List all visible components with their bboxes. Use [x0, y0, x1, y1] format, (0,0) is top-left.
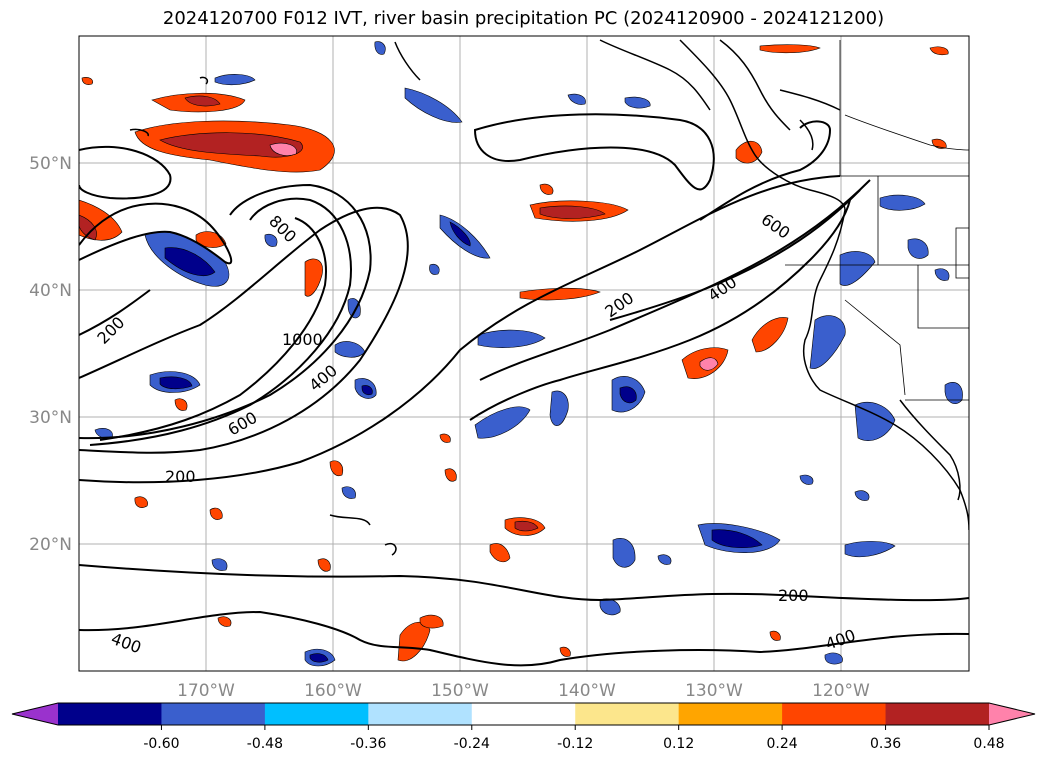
lat-tick-label: 30°N: [29, 408, 72, 428]
positive-precip-anomalies: [79, 44, 949, 662]
colorbar-segment: [471, 703, 576, 725]
colorbar-segment: [368, 703, 473, 725]
colorbar-tick-label: 0.48: [973, 736, 1004, 752]
lat-tick-label: 20°N: [29, 535, 72, 555]
lat-tick-label: 50°N: [29, 154, 72, 174]
colorbar-tick-label: -0.36: [350, 736, 386, 752]
negative-precip-anomalies: [94, 41, 963, 667]
colorbar-segment: [885, 703, 990, 725]
map-title: 2024120700 F012 IVT, river basin precipi…: [162, 8, 885, 29]
contour-label: 1000: [282, 330, 323, 349]
coastlines: [129, 39, 969, 556]
colorbar: -0.60 -0.48 -0.36 -0.24 -0.12 0.12 0.24 0.36 0.4…: [11, 702, 1036, 752]
latitude-tick-labels: 50°N 40°N 30°N 20°N: [29, 154, 72, 555]
political-borders: [785, 40, 969, 401]
map-frame: [78, 35, 970, 672]
colorbar-segment: [264, 703, 369, 725]
colorbar-segment: [58, 703, 162, 725]
colorbar-extend-min: [12, 703, 58, 725]
longitude-tick-labels: 170°W 160°W 150°W 140°W 130°W 120°W: [177, 681, 870, 701]
ivt-contours: [79, 113, 969, 667]
lon-tick-label: 120°W: [812, 681, 870, 701]
contour-label: 200: [778, 586, 809, 605]
colorbar-tick-label: -0.12: [557, 736, 593, 752]
contour-label: 200: [165, 467, 196, 486]
colorbar-tick-label: 0.36: [870, 736, 901, 752]
lat-tick-label: 40°N: [29, 281, 72, 301]
lon-tick-label: 140°W: [558, 681, 616, 701]
colorbar-tick-label: -0.48: [247, 736, 283, 752]
colorbar-tick-label: -0.24: [454, 736, 490, 752]
colorbar-tick-label: -0.60: [143, 736, 179, 752]
colorbar-segment: [678, 703, 783, 725]
colorbar-segment: [782, 703, 887, 725]
lon-tick-label: 130°W: [685, 681, 743, 701]
colorbar-extend-max: [989, 703, 1035, 725]
colorbar-tick-label: 0.24: [767, 736, 798, 752]
colorbar-segment: [161, 703, 266, 725]
colorbar-outline: [11, 702, 1036, 726]
lon-tick-label: 170°W: [177, 681, 235, 701]
colorbar-tick-label: 0.12: [663, 736, 694, 752]
colorbar-segment: [575, 703, 680, 725]
lon-tick-label: 150°W: [431, 681, 489, 701]
lon-tick-label: 160°W: [304, 681, 362, 701]
